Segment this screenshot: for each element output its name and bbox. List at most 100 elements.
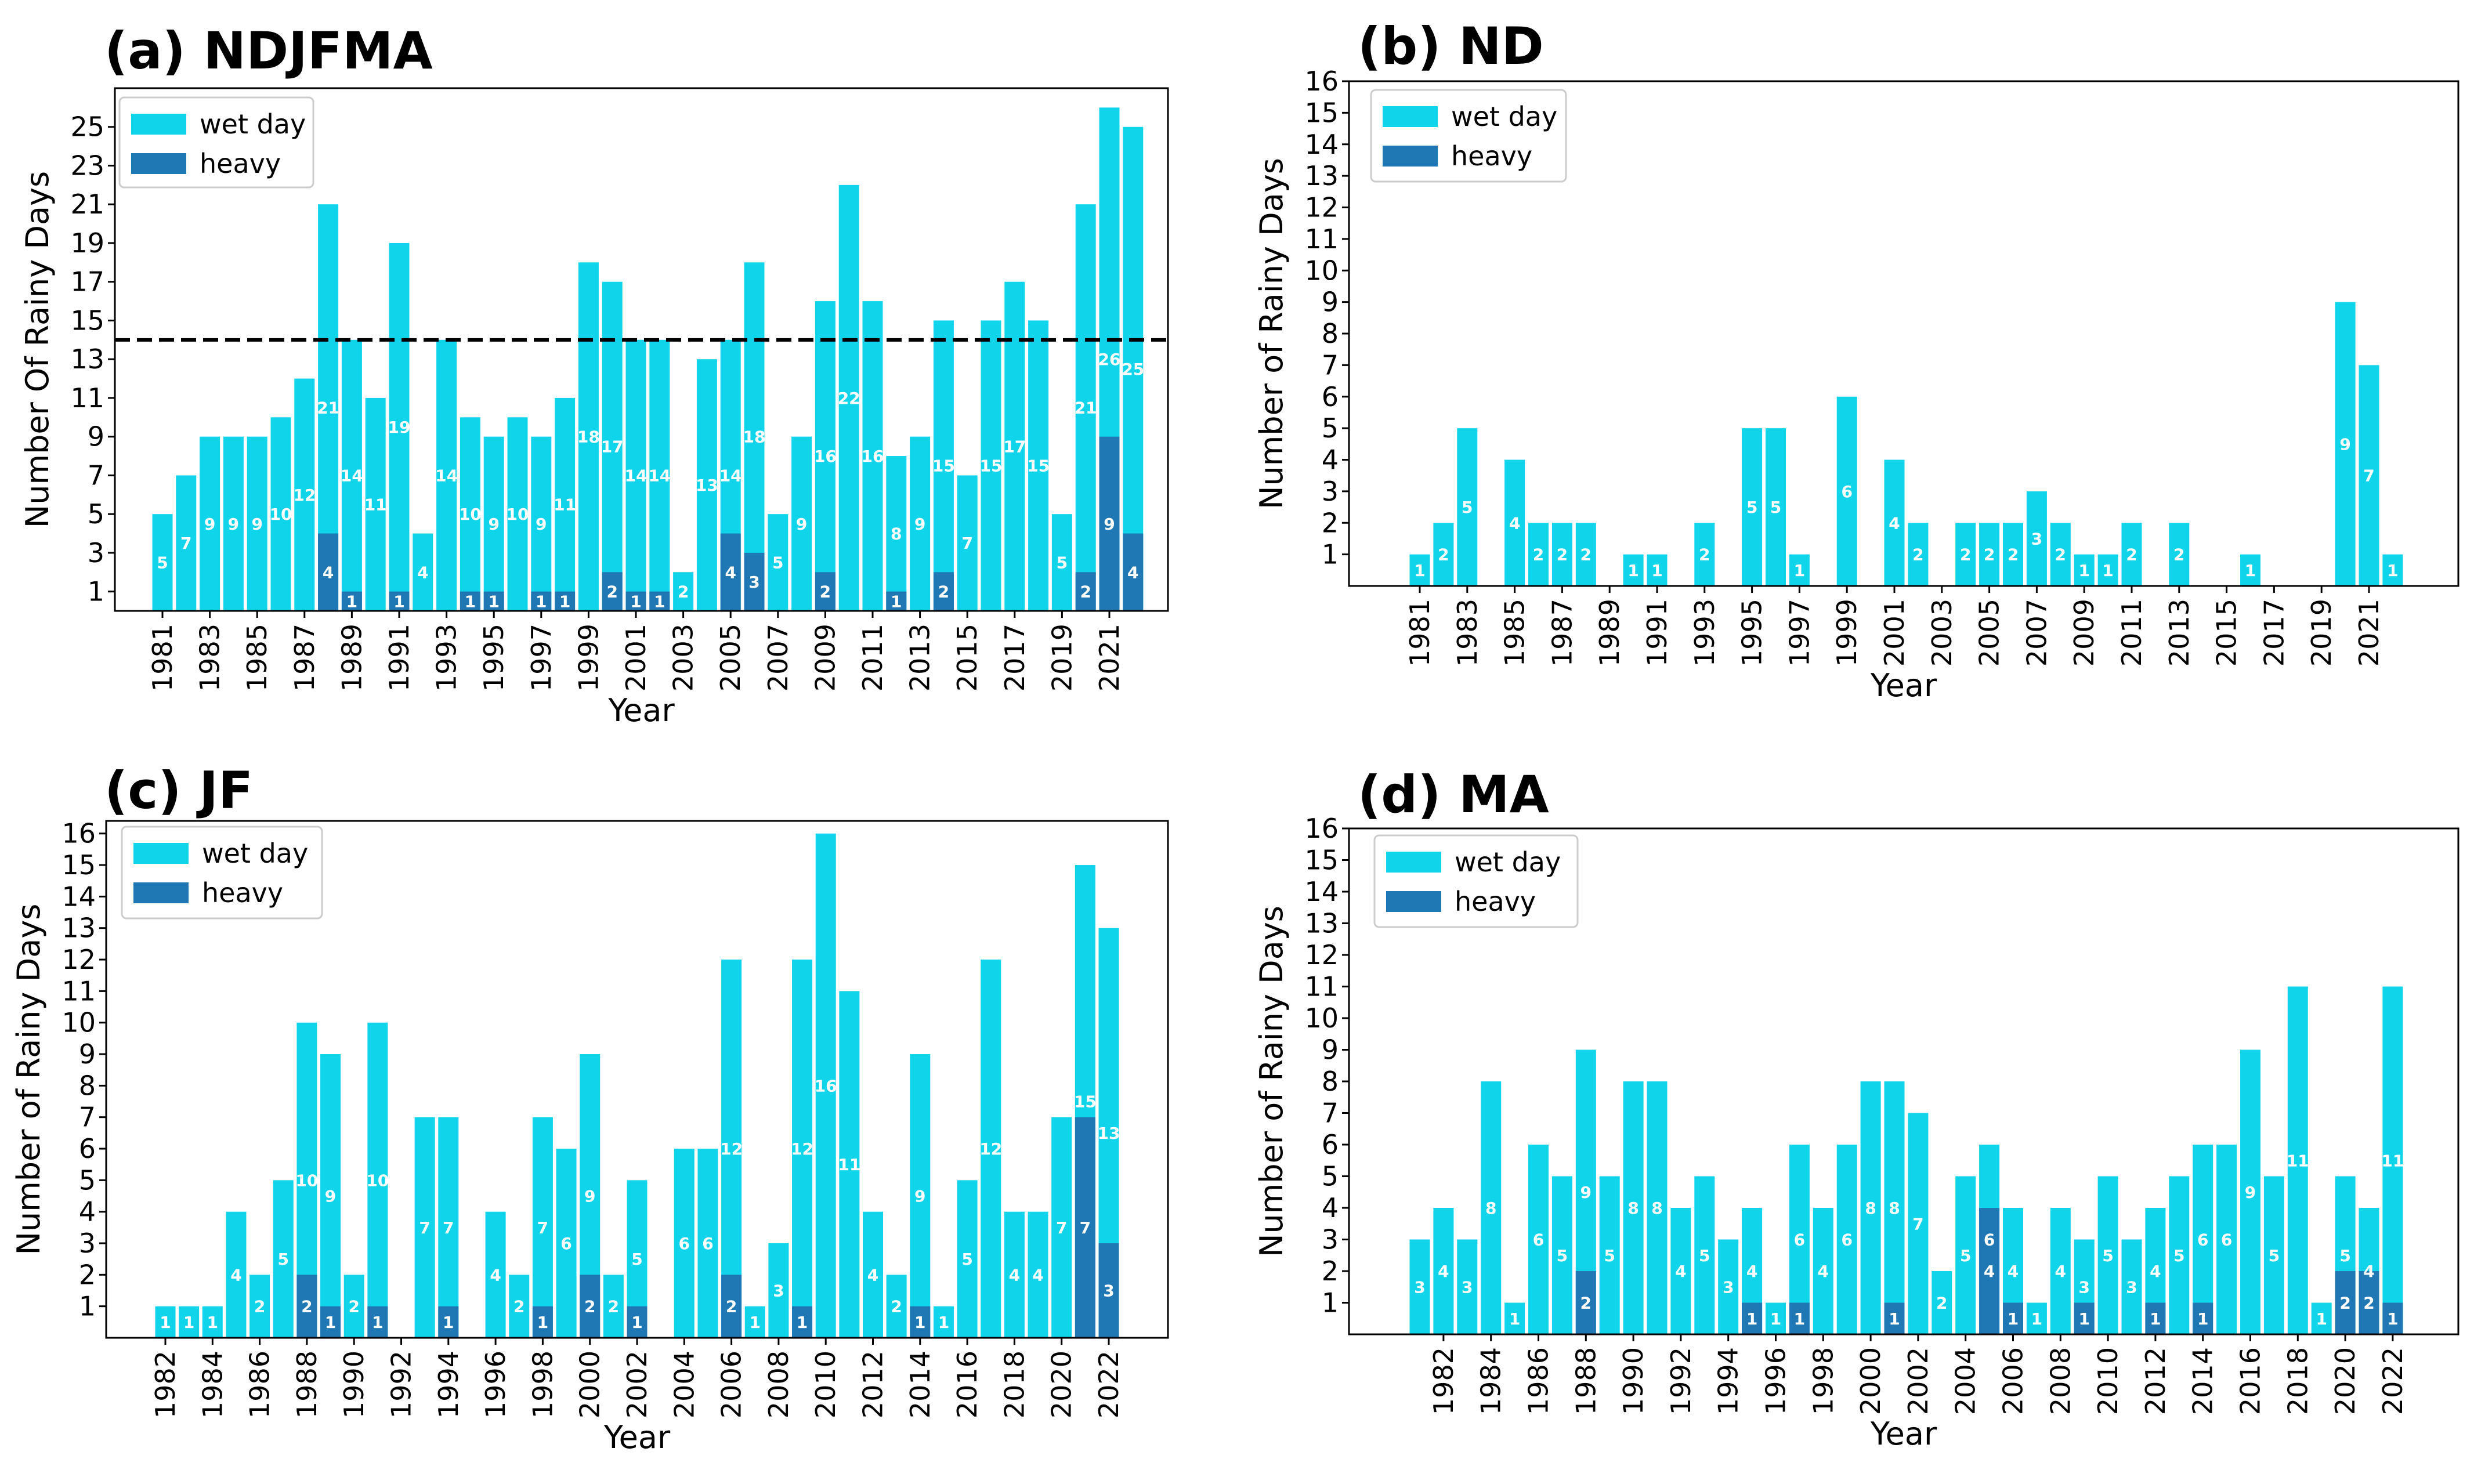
x-tick-label: 2013	[905, 624, 936, 692]
heavy-value-label-2001: 1	[1889, 1309, 1900, 1329]
wet-value-label-1997: 2	[513, 1297, 525, 1316]
heavy-value-label-2000: 2	[584, 1297, 595, 1316]
wet-value-label-2015: 6	[2221, 1230, 2232, 1250]
wet-value-label-1987: 5	[278, 1250, 289, 1269]
wet-value-label-2007: 1	[750, 1313, 761, 1332]
heavy-value-label-2012: 1	[2150, 1309, 2161, 1329]
wet-value-label-2017: 17	[1003, 437, 1026, 456]
wet-bar-2002	[1908, 523, 1929, 586]
wet-value-label-1992: 4	[1675, 1262, 1686, 1281]
wet-bar-2019	[1051, 514, 1072, 611]
y-tick-label: 19	[70, 227, 104, 259]
chart-title: (a) NDJFMA	[104, 21, 433, 81]
wet-bar-2010	[2097, 554, 2118, 586]
wet-value-label-1988: 21	[317, 399, 339, 418]
legend: wet day heavy	[121, 826, 323, 920]
wet-bar-1992	[413, 533, 433, 611]
wet-value-label-2021: 15	[1074, 1092, 1097, 1112]
legend-swatch-heavy	[1386, 891, 1441, 912]
wet-value-label-1995: 5	[1746, 498, 1757, 517]
wet-bar-2009	[792, 960, 813, 1338]
heavy-bar-2014	[910, 1306, 931, 1338]
wet-bar-1993	[1694, 523, 1715, 586]
y-tick-label: 13	[1304, 160, 1339, 191]
heavy-bar-2002	[649, 591, 670, 611]
wet-bar-1982	[1433, 523, 1454, 586]
wet-bar-1995	[1742, 428, 1763, 586]
wet-value-label-2012: 4	[2150, 1262, 2161, 1281]
wet-bar-1990	[343, 1275, 364, 1338]
chart-title: (c) JF	[104, 761, 253, 820]
heavy-bar-2005	[1979, 1208, 2000, 1334]
wet-value-label-1983: 9	[204, 515, 215, 534]
x-tick-label: 1996	[480, 1351, 511, 1418]
x-tick-label: 2010	[810, 1351, 841, 1418]
wet-bar-1989	[320, 1054, 341, 1338]
wet-bar-2020	[1075, 204, 1096, 611]
y-tick-label: 11	[1304, 971, 1339, 1002]
wet-value-label-2002: 5	[631, 1250, 642, 1269]
wet-value-label-2022: 11	[2381, 1151, 2404, 1170]
wet-value-label-1986: 2	[254, 1297, 265, 1316]
wet-bar-2021	[2359, 365, 2379, 586]
heavy-bar-1989	[320, 1306, 341, 1338]
heavy-value-label-1988: 4	[323, 563, 334, 582]
wet-value-label-1982: 1	[160, 1313, 171, 1332]
y-tick-label: 12	[62, 944, 96, 975]
wet-bar-2022	[1123, 126, 1144, 611]
wet-value-label-1988: 10	[295, 1171, 318, 1190]
wet-value-label-1981: 5	[157, 553, 168, 573]
x-tick-label: 2007	[2021, 599, 2052, 667]
wet-value-label-2011: 11	[838, 1155, 860, 1174]
wet-value-label-1991: 19	[388, 418, 411, 437]
heavy-value-label-2002: 1	[631, 1313, 642, 1332]
wet-bar-2009	[2074, 554, 2095, 586]
wet-bar-1986	[1528, 1145, 1549, 1334]
wet-bar-2016	[957, 1180, 978, 1338]
legend: wet day heavy	[1370, 89, 1567, 183]
y-tick-label: 15	[1304, 97, 1339, 128]
legend: wet day heavy	[1373, 834, 1579, 928]
heavy-bar-1995	[1742, 1302, 1763, 1334]
heavy-bar-1994	[438, 1306, 459, 1338]
wet-bar-1993	[1694, 1176, 1715, 1334]
y-tick-label: 14	[62, 881, 96, 912]
y-axis-label: Number of Rainy Days	[1253, 158, 1290, 509]
wet-value-label-2007: 5	[772, 553, 783, 573]
y-tick-label: 13	[1304, 908, 1339, 939]
x-tick-label: 2020	[1046, 1351, 1077, 1418]
wet-value-label-2001: 14	[625, 466, 648, 485]
x-tick-label: 1987	[289, 624, 320, 692]
y-tick-label: 5	[88, 498, 104, 530]
wet-value-label-2000: 17	[601, 437, 624, 456]
legend-label-wet: wet day	[202, 838, 308, 869]
wet-value-label-1998: 11	[554, 495, 576, 514]
x-tick-label: 2022	[1093, 1351, 1124, 1418]
x-tick-label: 2021	[1094, 624, 1125, 692]
wet-value-label-2002: 2	[1912, 545, 1923, 564]
x-tick-label: 1990	[338, 1351, 370, 1418]
wet-bar-1984	[223, 436, 244, 611]
y-tick-label: 5	[1322, 1161, 1339, 1192]
x-tick-label: 2002	[621, 1351, 653, 1418]
wet-value-label-2009: 3	[2078, 1277, 2089, 1297]
wet-value-label-2011: 3	[2126, 1277, 2137, 1297]
heavy-value-label-2005: 4	[725, 563, 736, 582]
wet-bar-2001	[625, 339, 646, 611]
heavy-value-label-1988: 2	[301, 1297, 312, 1316]
wet-value-label-1982: 7	[180, 534, 191, 553]
wet-value-label-1995: 9	[488, 515, 499, 534]
x-tick-label: 2000	[574, 1351, 606, 1418]
wet-value-label-1985: 4	[230, 1265, 241, 1284]
y-tick-label: 15	[1304, 845, 1339, 876]
heavy-bar-2014	[2193, 1302, 2213, 1334]
wet-value-label-2012: 8	[891, 524, 902, 544]
y-axis-label: Number of Rainy Days	[1253, 906, 1290, 1257]
wet-value-label-2009: 16	[814, 447, 837, 466]
x-tick-label: 1982	[1428, 1347, 1459, 1415]
heavy-value-label-2022: 1	[2387, 1309, 2398, 1329]
wet-value-label-1982: 2	[1438, 545, 1449, 564]
x-tick-label: 1991	[1641, 599, 1673, 667]
x-tick-label: 2005	[1974, 599, 2005, 667]
